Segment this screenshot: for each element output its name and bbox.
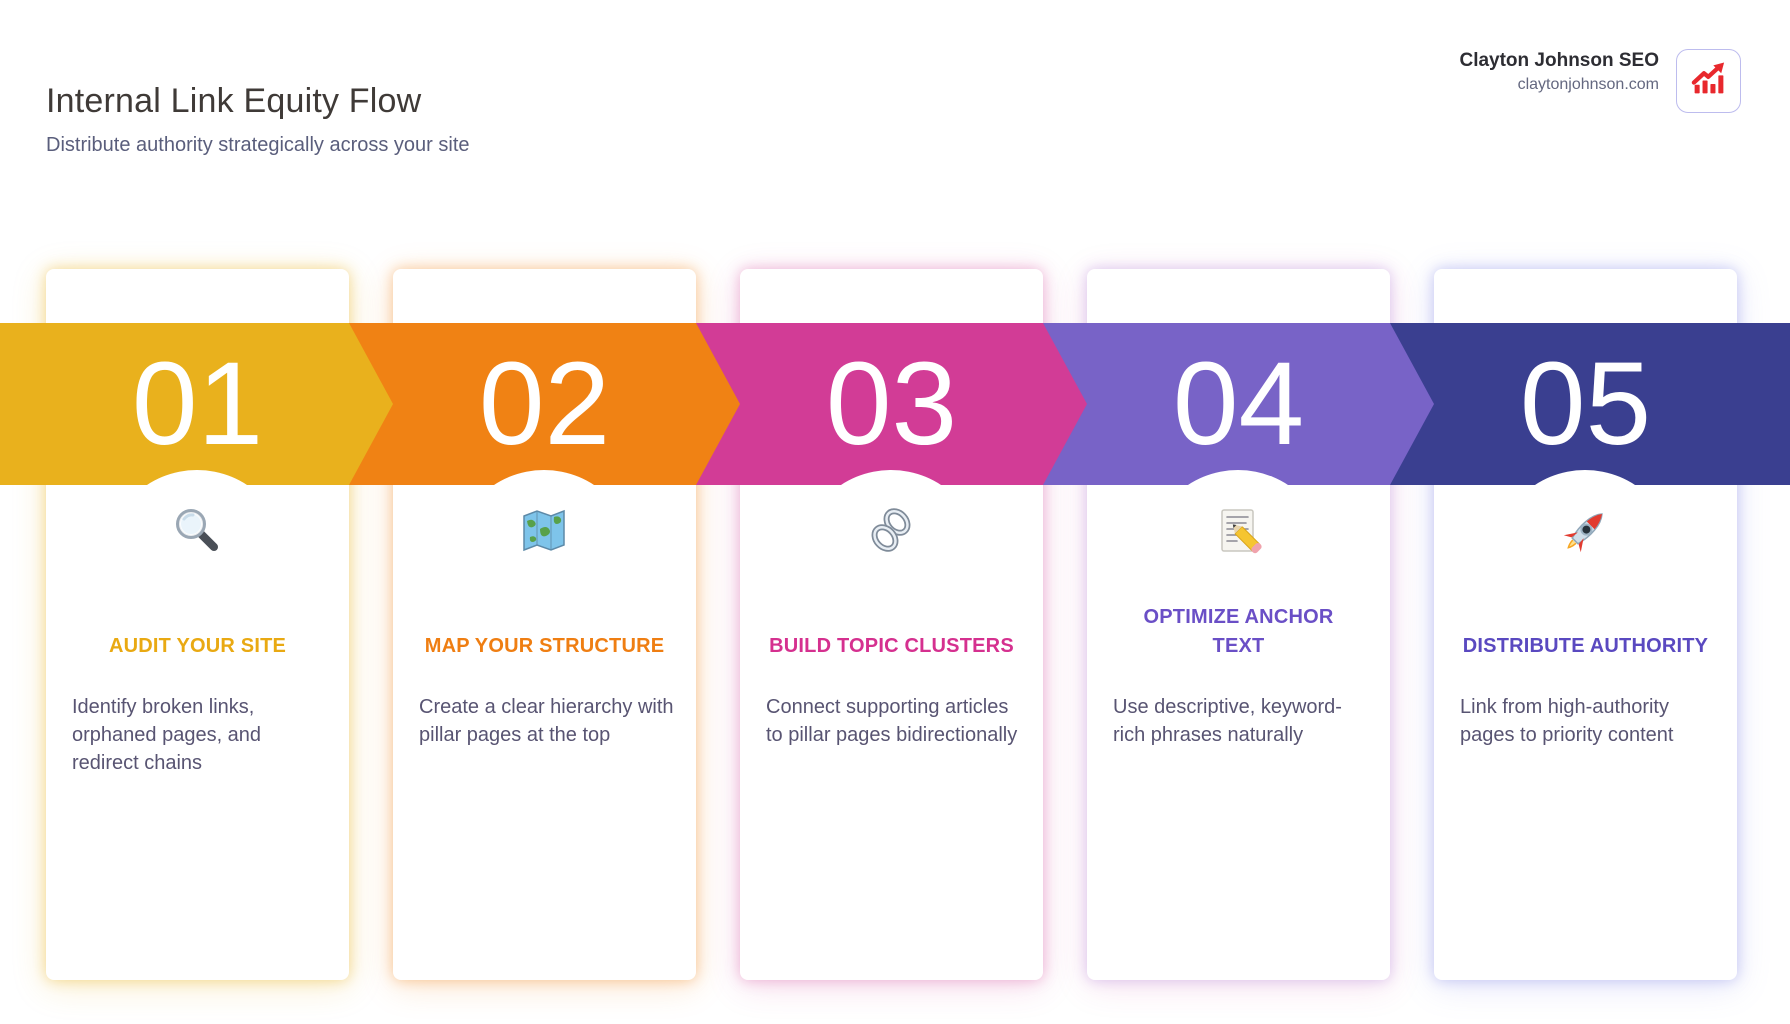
bar-chart-trend-up-icon bbox=[1686, 56, 1732, 107]
step-description-5: Link from high-authority pages to priori… bbox=[1460, 696, 1674, 746]
brand-block: Clayton Johnson SEO claytonjohnson.com bbox=[1459, 48, 1659, 96]
icon-scallop-2 bbox=[453, 470, 635, 652]
magnifying-glass-icon bbox=[171, 505, 223, 557]
rocket-icon bbox=[1559, 505, 1611, 557]
world-map-icon bbox=[518, 505, 570, 557]
step-description-3: Connect supporting articles to pillar pa… bbox=[766, 696, 1018, 746]
icon-scallop-1 bbox=[106, 470, 288, 652]
banner-band-1 bbox=[0, 323, 393, 485]
step-title-4: OPTIMIZE ANCHOR TEXT bbox=[1143, 606, 1334, 657]
step-description-2: Create a clear hierarchy with pillar pag… bbox=[419, 696, 674, 746]
memo-pencil-icon bbox=[1212, 505, 1264, 557]
step-description-4: Use descriptive, keyword-rich phrases na… bbox=[1113, 696, 1342, 746]
step-title-1: AUDIT YOUR SITE bbox=[108, 635, 287, 657]
step-title-5: DISTRIBUTE AUTHORITY bbox=[1462, 635, 1709, 657]
step-number-3: 03 bbox=[825, 338, 958, 470]
brand-name: Clayton Johnson SEO bbox=[1459, 50, 1659, 71]
page-subtitle: Distribute authority strategically acros… bbox=[46, 134, 470, 156]
step-title-2: MAP YOUR STRUCTURE bbox=[424, 635, 665, 657]
banner-band-2 bbox=[349, 323, 740, 485]
banner-band-3 bbox=[696, 323, 1087, 485]
step-number-5: 05 bbox=[1519, 338, 1652, 470]
banner-band-4 bbox=[1043, 323, 1434, 485]
icon-scallop-3 bbox=[800, 470, 982, 652]
banner-band-5 bbox=[1390, 323, 1790, 485]
step-number-2: 02 bbox=[478, 338, 611, 470]
icon-scallop-4 bbox=[1147, 470, 1329, 652]
step-number-1: 01 bbox=[131, 338, 264, 470]
step-number-4: 04 bbox=[1172, 338, 1305, 470]
icon-scallop-5 bbox=[1494, 470, 1676, 652]
brand-domain: claytonjohnson.com bbox=[1517, 76, 1659, 93]
step-description-1: Identify broken links, orphaned pages, a… bbox=[72, 696, 262, 774]
page-title: Internal Link Equity Flow bbox=[46, 82, 422, 120]
link-chain-icon bbox=[865, 505, 917, 557]
step-title-3: BUILD TOPIC CLUSTERS bbox=[769, 635, 1014, 657]
brand-logo bbox=[1676, 49, 1741, 113]
